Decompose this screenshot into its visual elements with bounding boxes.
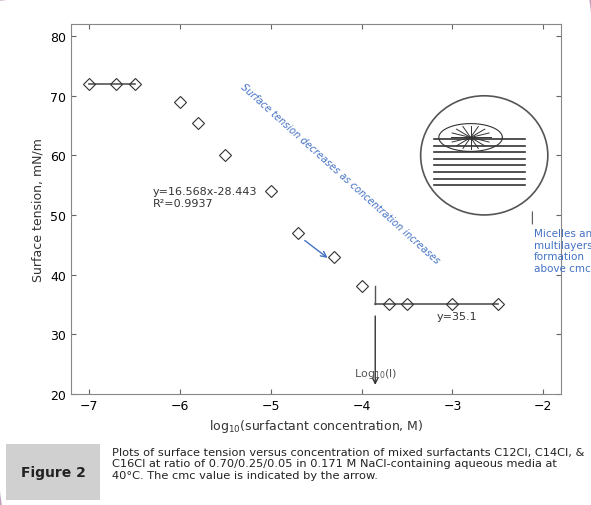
Text: Surface tension decreases as concentration increases: Surface tension decreases as concentrati…: [239, 82, 441, 266]
Text: Plots of surface tension versus concentration of mixed surfactants C12Cl, C14Cl,: Plots of surface tension versus concentr…: [112, 447, 584, 480]
Text: Micelles and
multilayers
formation
above cmc: Micelles and multilayers formation above…: [534, 229, 591, 274]
Text: y=35.1: y=35.1: [437, 312, 478, 322]
Text: y=16.568x-28.443
R²=0.9937: y=16.568x-28.443 R²=0.9937: [152, 187, 257, 209]
Text: Figure 2: Figure 2: [21, 465, 86, 479]
X-axis label: log$_{10}$(surfactant concentration, M): log$_{10}$(surfactant concentration, M): [209, 417, 423, 434]
Y-axis label: Surface tension, mN/m: Surface tension, mN/m: [31, 138, 44, 281]
Text: Log$_{10}$(l): Log$_{10}$(l): [353, 366, 397, 380]
